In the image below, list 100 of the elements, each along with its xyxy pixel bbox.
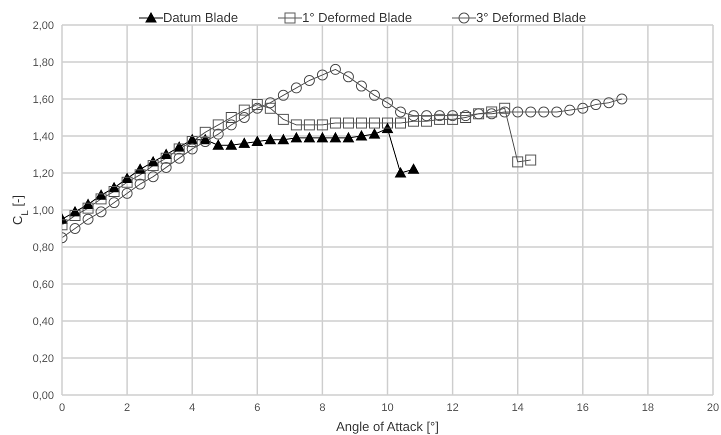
x-tick-label: 20	[706, 402, 720, 414]
x-tick-label: 4	[189, 402, 196, 414]
point	[108, 186, 120, 197]
point	[174, 152, 185, 164]
point	[264, 134, 276, 144]
point	[108, 197, 120, 208]
y-tick-label: 0,60	[32, 278, 54, 291]
point	[304, 75, 315, 86]
y-tick-label: 1,80	[32, 56, 54, 69]
point	[316, 69, 328, 80]
point	[238, 104, 250, 116]
point	[368, 90, 380, 101]
point	[408, 116, 420, 127]
y-tick-label: 2,00	[32, 20, 54, 32]
y-tick-label: 0,40	[32, 316, 54, 328]
x-tick-label: 2	[124, 402, 130, 414]
point	[174, 143, 185, 154]
point	[212, 128, 224, 140]
point	[278, 90, 289, 101]
point	[368, 118, 380, 129]
y-tick-label: 1,40	[32, 130, 54, 143]
x-tick-label: 8	[319, 402, 326, 414]
point	[122, 188, 133, 199]
point	[186, 143, 198, 154]
point	[70, 206, 81, 216]
point	[447, 110, 458, 122]
legend-label: 3° Deformed Blade	[476, 10, 586, 25]
point	[408, 164, 420, 174]
point	[108, 182, 120, 192]
point	[421, 116, 432, 127]
x-tick-label: 18	[642, 402, 654, 414]
point	[278, 114, 289, 125]
point	[200, 136, 211, 148]
x-tick-label: 14	[512, 402, 524, 414]
point	[226, 119, 237, 130]
point	[512, 106, 524, 118]
point	[330, 118, 341, 129]
x-tick-label: 16	[576, 402, 589, 414]
point	[238, 138, 250, 148]
point	[226, 112, 237, 123]
point	[447, 114, 458, 125]
point	[134, 169, 146, 180]
point	[382, 118, 393, 129]
point	[330, 132, 341, 142]
point	[264, 102, 276, 114]
point	[238, 112, 250, 123]
point	[499, 106, 510, 118]
y-tick-label: 0,00	[32, 390, 54, 402]
point	[356, 130, 367, 140]
point	[96, 206, 107, 218]
point	[226, 140, 237, 150]
point	[342, 118, 354, 129]
y-tick-label: 0,80	[32, 242, 54, 254]
point	[252, 136, 263, 146]
point	[603, 97, 614, 108]
point	[330, 64, 341, 75]
point	[316, 119, 328, 130]
point	[395, 118, 406, 129]
x-tick-label: 12	[446, 402, 459, 414]
point	[342, 132, 354, 142]
point	[290, 119, 302, 130]
point	[434, 110, 446, 122]
x-tick-label: 0	[58, 402, 66, 414]
point	[186, 136, 198, 148]
point	[174, 142, 185, 152]
point	[368, 128, 380, 139]
point	[421, 110, 432, 122]
point	[122, 176, 133, 188]
point	[590, 99, 602, 110]
point	[551, 106, 562, 118]
point	[356, 80, 367, 92]
point	[525, 106, 536, 118]
point	[160, 152, 172, 164]
point	[290, 132, 302, 142]
point	[356, 118, 367, 129]
point	[160, 162, 172, 173]
point	[82, 214, 94, 225]
point	[264, 97, 276, 108]
legend-label: 1° Deformed Blade	[302, 10, 412, 25]
point	[342, 71, 354, 82]
point	[382, 97, 393, 108]
point	[148, 171, 159, 182]
point	[538, 106, 550, 118]
point	[96, 193, 107, 204]
x-tick-label: 10	[381, 402, 394, 414]
point	[395, 106, 406, 118]
point	[395, 168, 406, 178]
legend-label: Datum Blade	[162, 10, 238, 25]
point	[148, 160, 159, 172]
point	[134, 178, 146, 190]
point	[70, 210, 81, 222]
point	[82, 202, 94, 214]
point	[408, 110, 420, 122]
point	[212, 119, 224, 130]
x-tick-label: 6	[254, 402, 260, 414]
point	[512, 156, 524, 168]
point	[278, 134, 289, 144]
point	[70, 223, 81, 234]
point	[82, 198, 94, 209]
y-tick-label: 1,20	[32, 168, 54, 180]
